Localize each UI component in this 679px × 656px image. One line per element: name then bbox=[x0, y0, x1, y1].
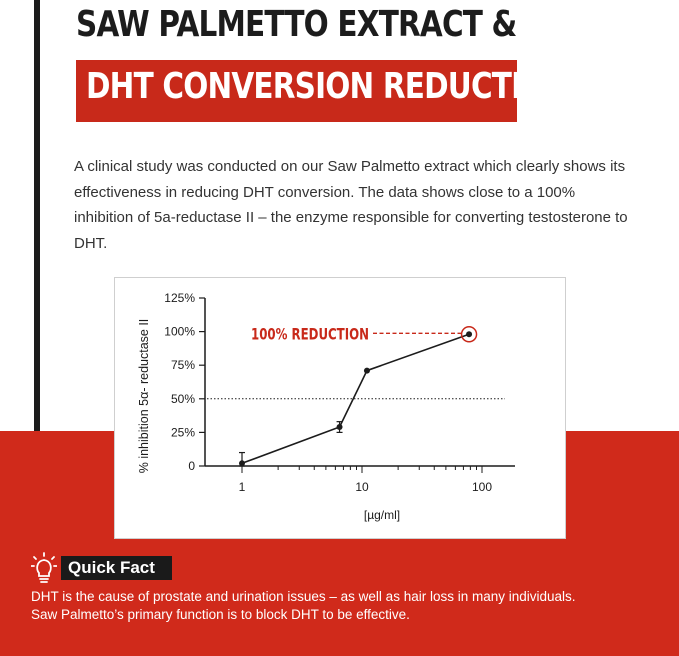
quick-fact-text: DHT is the cause of prostate and urinati… bbox=[31, 588, 651, 624]
y-tick-label: 100% bbox=[164, 325, 195, 339]
title-line-1: SAW PALMETTO EXTRACT & bbox=[76, 4, 517, 45]
y-tick-label: 0 bbox=[188, 459, 195, 473]
y-tick-label: 75% bbox=[171, 358, 195, 372]
data-point bbox=[363, 367, 370, 374]
quick-fact-label: Quick Fact bbox=[61, 556, 172, 580]
series-line bbox=[241, 333, 470, 465]
quick-fact-line-1: DHT is the cause of prostate and urinati… bbox=[31, 589, 576, 604]
x-tick-label: 10 bbox=[355, 480, 369, 494]
highlight-circle bbox=[460, 326, 478, 343]
chart-card: 0 25% 50% 75% 100% 125% 1 10 100 [µg/ml] % inhibit… bbox=[114, 277, 566, 539]
quick-fact-line-2: Saw Palmetto’s primary function is to bl… bbox=[31, 607, 410, 622]
y-tick-label: 50% bbox=[171, 392, 195, 406]
data-point bbox=[466, 331, 473, 338]
y-tick-label: 25% bbox=[171, 425, 195, 439]
x-axis-label: [µg/ml] bbox=[364, 508, 400, 522]
y-tick-label: 125% bbox=[164, 291, 195, 305]
data-point bbox=[336, 424, 343, 431]
inhibition-chart: 0 25% 50% 75% 100% 125% 1 10 100 [µg/ml] % inhibit… bbox=[137, 291, 515, 522]
intro-paragraph: A clinical study was conducted on our Sa… bbox=[74, 158, 628, 252]
lightbulb-icon bbox=[31, 552, 57, 583]
data-point bbox=[239, 460, 245, 467]
x-tick-label: 100 bbox=[472, 480, 492, 494]
y-axis-label: % inhibition 5α- reductase II bbox=[137, 319, 151, 474]
x-tick-label: 1 bbox=[239, 480, 246, 494]
title-line-2: DHT CONVERSION REDUCTION bbox=[86, 66, 570, 107]
title-highlight-box bbox=[76, 60, 517, 122]
annotation-label: 100% REDUCTION bbox=[251, 324, 369, 343]
accent-vertical-bar bbox=[34, 0, 40, 431]
